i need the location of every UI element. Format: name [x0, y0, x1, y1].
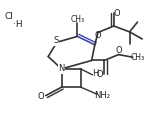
Text: N: N	[58, 64, 65, 73]
Text: O: O	[95, 31, 101, 40]
Text: ·H: ·H	[13, 20, 23, 29]
Text: O: O	[38, 92, 44, 101]
Text: Cl: Cl	[4, 12, 13, 21]
Text: H: H	[92, 69, 99, 78]
Text: CH₃: CH₃	[130, 53, 145, 62]
Text: NH₂: NH₂	[94, 91, 110, 100]
Text: O: O	[115, 46, 122, 55]
Text: S: S	[53, 36, 59, 46]
Text: CH₃: CH₃	[70, 15, 85, 24]
Text: O: O	[96, 70, 103, 79]
Text: O: O	[114, 8, 120, 18]
